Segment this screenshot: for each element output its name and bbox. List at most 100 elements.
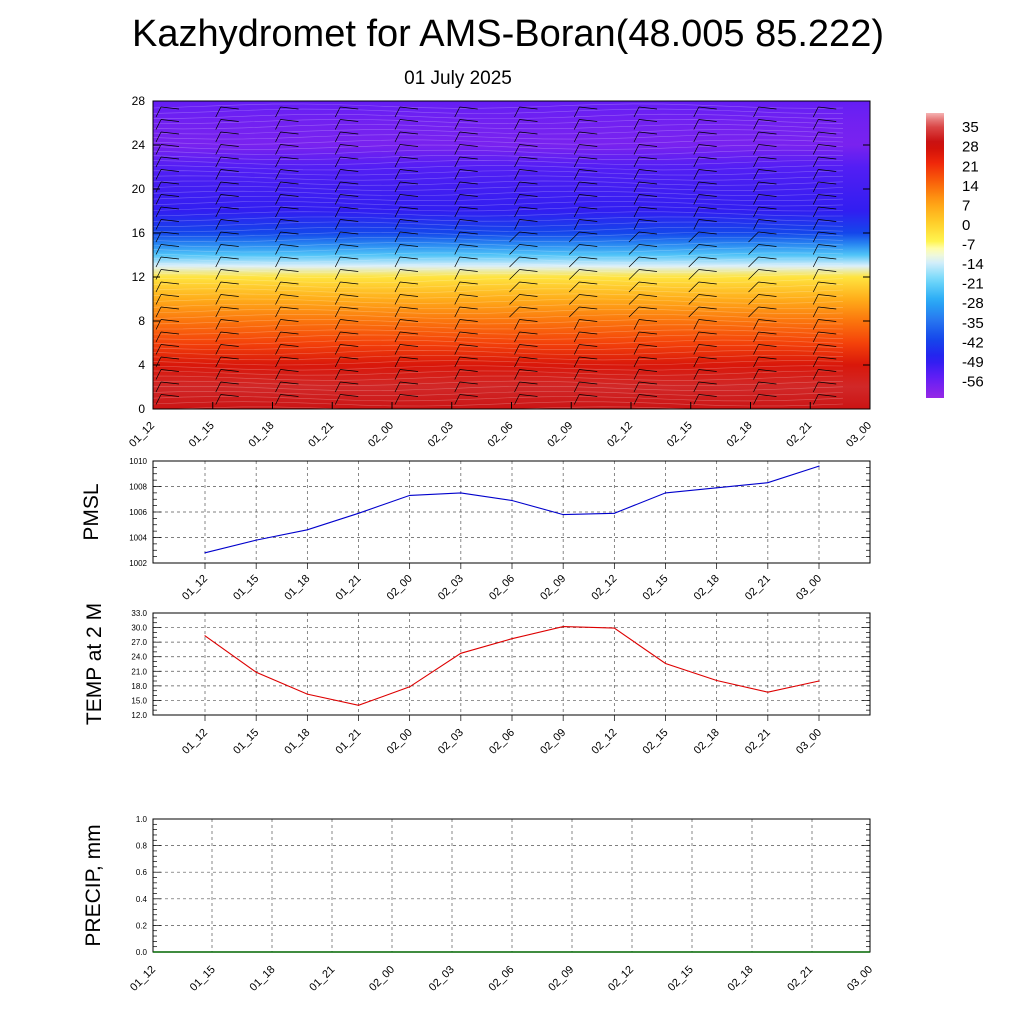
xtick-label: 02_12 [589, 573, 619, 603]
wind-barb [215, 344, 239, 355]
contour-line [153, 247, 844, 253]
xtick-label: 02_06 [487, 573, 517, 603]
ytick-label: 33.0 [131, 609, 147, 618]
wind-barb [454, 169, 478, 180]
wind-barb [215, 194, 239, 205]
contour-line [153, 334, 844, 340]
ytick-label: 15.0 [131, 696, 147, 705]
contour-line [153, 257, 844, 263]
wind-barb [753, 219, 777, 230]
wind-barb [633, 169, 658, 180]
ytick-label: 0.0 [136, 948, 148, 957]
contour-line [153, 206, 844, 212]
y-axis-label: TEMP at 2 M [83, 603, 106, 725]
wind-barb [873, 257, 896, 267]
wind-barb [514, 131, 538, 143]
colorbar-label: -49 [962, 354, 984, 371]
colorbar-label: -21 [962, 276, 984, 293]
wind-barb [873, 220, 896, 230]
colorbar-label: -14 [962, 256, 984, 273]
wind-barb [633, 181, 658, 193]
colorbar-label: 0 [962, 217, 970, 234]
wind-barb [334, 131, 359, 143]
data-point [716, 679, 718, 682]
colorbar: 35 28 21 14 7 0 -7 -14 -21 -28 -35 -42 -49 -56 [926, 113, 984, 398]
chart-title: Kazhydromet for AMS-Boran(48.005 85.222) [132, 13, 884, 55]
wind-barb [394, 231, 419, 243]
contour-line [153, 406, 699, 409]
wind-barb [753, 156, 777, 168]
wind-barb [155, 369, 180, 380]
contour-line [153, 396, 844, 402]
xtick-label: 01_12 [128, 964, 158, 994]
wind-barb [573, 369, 598, 380]
wind-barb [394, 119, 419, 130]
wind-barb [334, 119, 359, 130]
wind-barb [812, 281, 837, 293]
xtick-label: 01_21 [334, 573, 364, 603]
contour-line [153, 154, 844, 161]
wind-barb [514, 206, 538, 218]
wind-barb [394, 294, 419, 305]
xtick-label: 02_18 [726, 964, 756, 994]
wind-barb [334, 306, 359, 318]
wind-barb [155, 231, 180, 243]
contour-line [153, 170, 844, 176]
wind-barb [633, 356, 658, 368]
wind-barb [633, 319, 658, 330]
wind-barb [693, 356, 717, 368]
wind-barb [693, 156, 717, 168]
wind-barb [688, 281, 717, 293]
wind-barb [569, 231, 598, 243]
wind-barb [275, 381, 299, 393]
ytick-label: 0.6 [136, 868, 148, 877]
wind-barb [509, 244, 538, 255]
wind-barb [454, 369, 478, 380]
wind-barb [215, 356, 239, 368]
wind-barb [812, 244, 837, 255]
wind-barb [812, 306, 837, 318]
heatmap-xtick-label: 01_12 [127, 420, 157, 450]
wind-barb [509, 256, 538, 268]
wind-barb [753, 106, 777, 118]
wind-barb [215, 231, 239, 243]
colorbar-label: -35 [962, 315, 984, 332]
wind-barb [275, 281, 299, 293]
pmsl-panel: 1002 1004 1006 1008 1010 01_12 01_15 01_18 01_21… [80, 457, 871, 603]
xtick-label: 03_00 [794, 727, 824, 757]
data-point [460, 652, 462, 654]
xtick-label: 02_12 [589, 727, 619, 757]
data-point [562, 513, 564, 516]
ytick-label: 0.8 [136, 842, 148, 851]
wind-barb [394, 331, 419, 343]
colorbar-label: 35 [962, 119, 979, 136]
wind-barb [334, 319, 359, 330]
wind-barb [753, 381, 777, 393]
xtick-label: 02_03 [427, 964, 457, 994]
data-point [511, 638, 513, 640]
wind-barb [155, 306, 180, 318]
wind-barb [633, 156, 658, 168]
wind-barb [633, 206, 658, 218]
wind-barb [812, 231, 837, 243]
contour-line [153, 165, 844, 171]
wind-barb [215, 106, 239, 118]
wind-barb [215, 156, 239, 168]
wind-barb [155, 131, 180, 143]
wind-barb [693, 344, 717, 355]
data-point [767, 691, 769, 693]
wind-barb [688, 231, 717, 243]
wind-barb [334, 206, 359, 218]
wind-barb [275, 356, 299, 368]
wind-barb [873, 170, 896, 180]
wind-barb [275, 319, 299, 330]
contour-line [153, 349, 844, 356]
data-point [255, 671, 257, 673]
wind-barb [334, 394, 359, 405]
wind-barb [394, 369, 419, 380]
contour-line [153, 314, 844, 320]
wind-barb [509, 306, 538, 318]
data-point [255, 539, 257, 541]
xtick-label: 02_09 [538, 573, 568, 603]
data-point [664, 662, 667, 665]
